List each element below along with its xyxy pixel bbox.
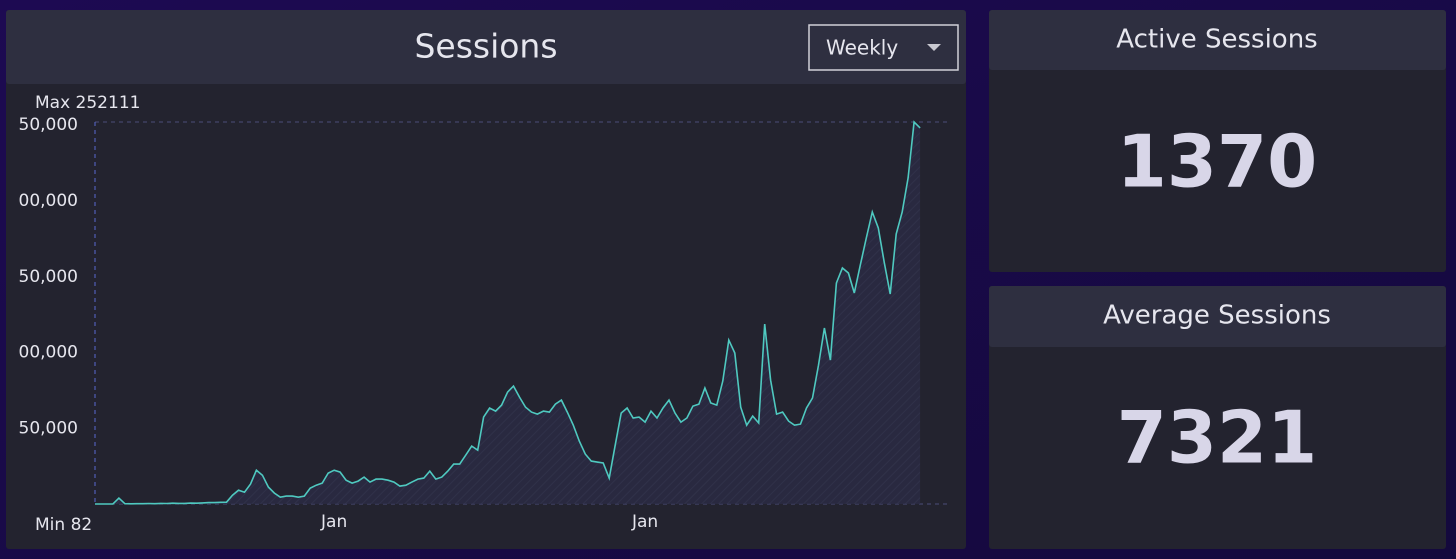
dropdown[interactable]: Weekly [808,24,959,71]
y-tick-label: 100,000 [8,343,78,363]
kpi-value: 7321 [1117,396,1317,480]
kpi-header [989,286,1446,347]
kpi-value: 1370 [1117,120,1317,204]
panel-header [6,10,966,84]
max-annotation: Max 252111 [35,93,140,113]
kpi-title: Active Sessions [1116,25,1317,55]
y-tick-label: 150,000 [8,267,78,287]
y-tick-label: 250,000 [8,115,78,135]
line [95,120,921,505]
dropdown-arrow[interactable] [927,44,941,51]
chart: 50,000 100,000 150,000 200,000 250,000 Jan Jan [8,115,950,532]
y-tick-label: 200,000 [8,191,78,211]
area [95,122,921,504]
dropdown-label[interactable]: Weekly [826,36,898,60]
kpi-title: Average Sessions [1103,301,1331,331]
kpi-panel [989,10,1446,272]
kpi-header [989,10,1446,70]
panel-title: Sessions [414,27,557,66]
x-tick-label: Jan [320,512,347,532]
min-annotation: Min 82 [35,515,92,535]
x-tick-label: Jan [631,512,658,532]
y-tick-label: 50,000 [19,418,78,438]
kpi-panel [989,286,1446,549]
